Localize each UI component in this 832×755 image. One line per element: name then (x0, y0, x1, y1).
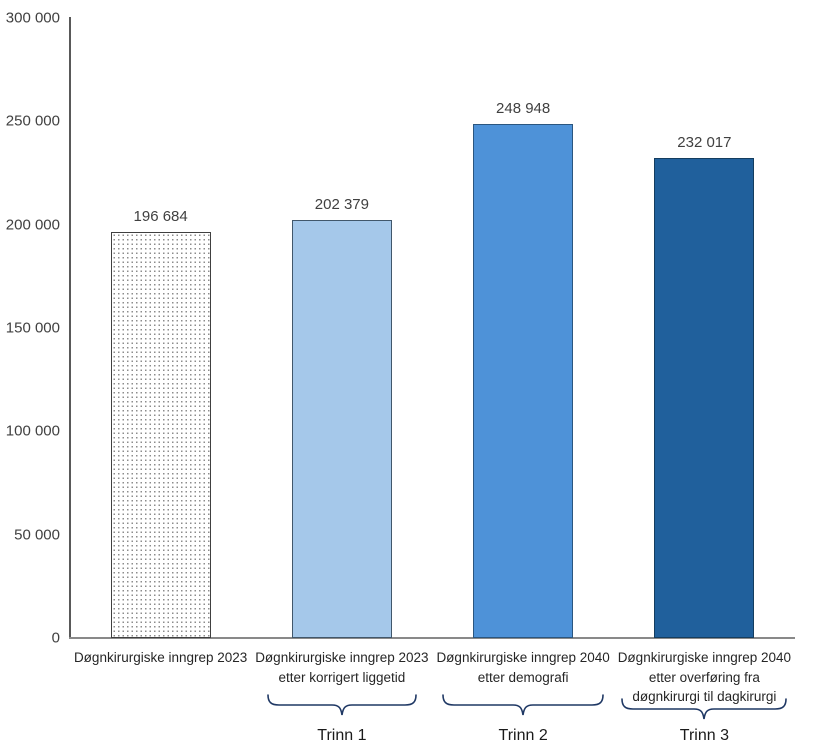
y-axis-tick-label: 300 000 (5, 9, 60, 27)
bar-2 (291, 219, 392, 638)
y-axis-tick-label: 50 000 (14, 526, 60, 544)
y-axis-line (69, 17, 71, 639)
bar-1 (110, 231, 211, 638)
group-brace-icon (442, 694, 604, 723)
group-label: Trinn 3 (679, 727, 729, 744)
group-brace-icon (267, 694, 417, 723)
bar-3 (473, 123, 574, 638)
category-label: Døgnkirurgiske inngrep 2023 etter korrig… (255, 650, 429, 685)
category-label: Døgnkirurgiske inngrep 2023 (73, 650, 248, 665)
group-label: Trinn 1 (317, 727, 367, 744)
x-axis-line (69, 637, 795, 639)
bar-value-label: 202 379 (314, 195, 369, 213)
bar-value-label: 232 017 (677, 134, 732, 152)
y-axis-tick-label: 250 000 (5, 112, 60, 130)
group-label: Trinn 2 (498, 727, 548, 744)
y-axis-tick-label: 150 000 (5, 319, 60, 337)
bar-4 (654, 158, 755, 638)
y-axis-tick-label: 200 000 (5, 216, 60, 234)
bar-value-label: 248 948 (496, 99, 551, 117)
y-axis-tick-label: 100 000 (5, 422, 60, 440)
category-label: Døgnkirurgiske inngrep 2040 etter demogr… (436, 650, 610, 685)
bar-value-label: 196 684 (133, 207, 188, 225)
group-brace-icon (621, 698, 788, 727)
y-axis-tick-label: 0 (51, 629, 60, 647)
category-label: Døgnkirurgiske inngrep 2040 etter overfø… (617, 650, 792, 705)
